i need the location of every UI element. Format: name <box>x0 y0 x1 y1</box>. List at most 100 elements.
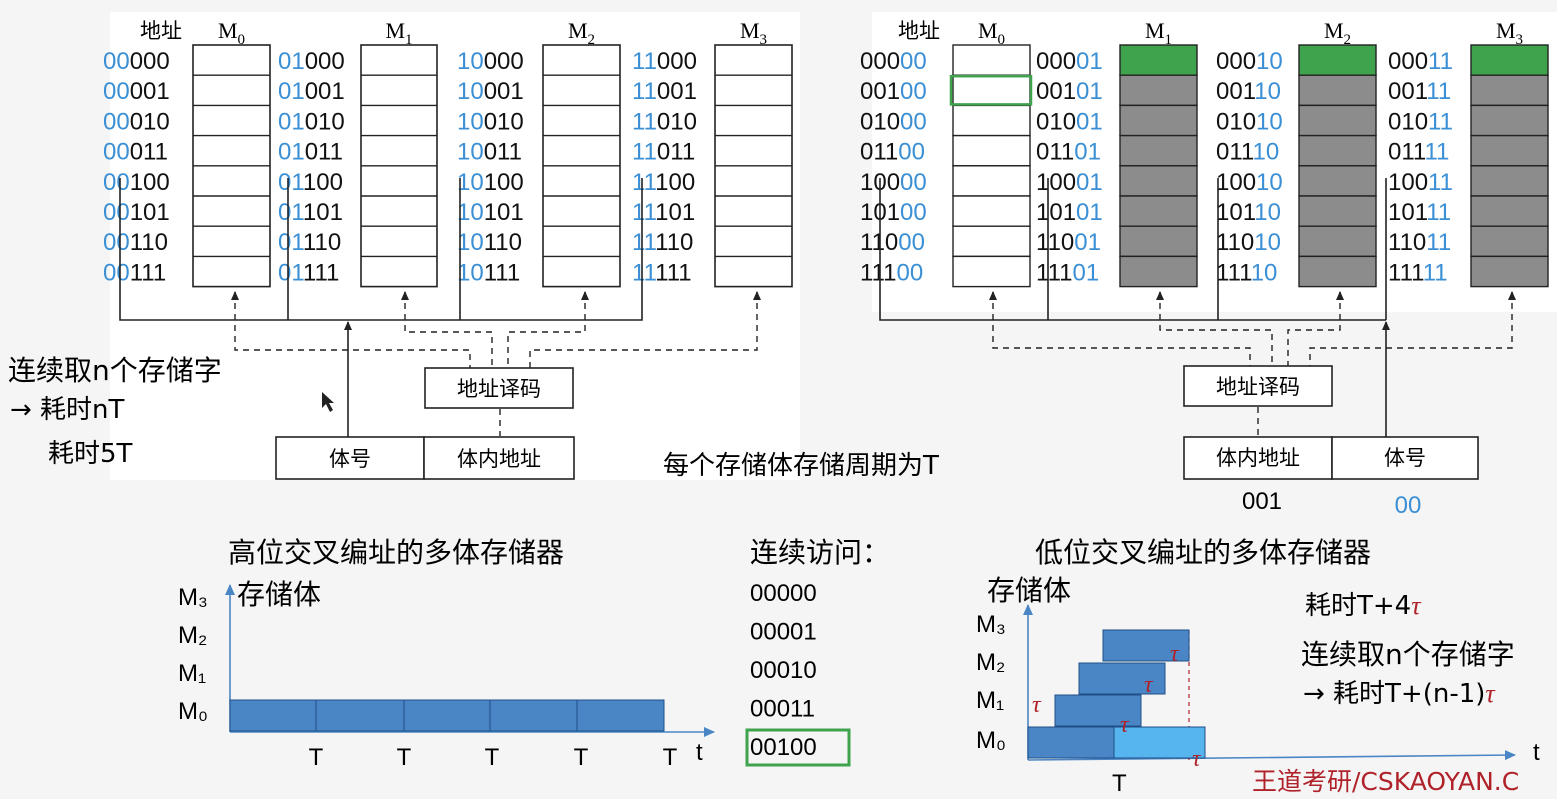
left-timeline-tick: T <box>574 744 589 771</box>
address-suffix: 110 <box>130 229 168 256</box>
address-prefix: 01 <box>278 108 305 135</box>
right-module-label-letter: M <box>1496 18 1516 43</box>
address-prefix: 01 <box>278 199 304 226</box>
tau-symbol: τ <box>1192 746 1202 772</box>
address-suffix: 101 <box>130 199 170 226</box>
right-memory-cell <box>1470 255 1549 288</box>
left-address-label: 11100 <box>632 169 695 196</box>
right-bank-value: 00 <box>1395 492 1422 519</box>
tau-symbol: τ <box>1411 591 1422 620</box>
right-address-label: 00101 <box>1036 78 1103 105</box>
right-address-label: 01010 <box>1216 108 1283 135</box>
left-timeline-tick: T <box>397 744 412 771</box>
tau-symbol: τ <box>1032 692 1042 718</box>
address-suffix: 001 <box>130 78 170 105</box>
right-address-label: 10101 <box>1036 199 1103 226</box>
address-prefix: 010 <box>1388 108 1428 135</box>
addr-header: 地址 <box>140 19 182 43</box>
left-address-label: 11010 <box>632 108 697 135</box>
address-suffix: 010 <box>130 108 170 135</box>
cycle-note: 每个存储体存储周期为T <box>663 451 939 481</box>
address-suffix: 000 <box>130 48 170 75</box>
right-memory-cell <box>1470 74 1549 107</box>
right-access-bar <box>1102 629 1190 662</box>
address-prefix: 011 <box>1216 139 1254 166</box>
left-address-label: 00111 <box>103 259 166 286</box>
right-address-label: 00110 <box>1216 78 1281 105</box>
right-timeline-row-label: M₂ <box>976 649 1005 676</box>
right-address-label: 10010 <box>1216 169 1283 196</box>
right-address-label: 01111 <box>1388 139 1449 166</box>
address-prefix: 11 <box>632 199 657 226</box>
address-prefix: 01 <box>278 48 305 75</box>
address-prefix: 01 <box>278 78 305 105</box>
address-prefix: 101 <box>1036 199 1076 226</box>
right-memory-cell <box>1470 165 1549 197</box>
address-prefix: 01 <box>278 229 304 256</box>
right-address-label: 00001 <box>1036 48 1103 75</box>
address-suffix: 000 <box>657 48 697 75</box>
address-prefix: 110 <box>1036 229 1074 256</box>
right-memory-cell <box>952 74 1031 107</box>
address-prefix: 11 <box>632 78 657 105</box>
addr-header: 地址 <box>898 19 940 43</box>
current-access-highlight <box>745 728 851 767</box>
right-address-label: 10001 <box>1036 169 1103 196</box>
address-prefix: 001 <box>1036 78 1076 105</box>
address-prefix: 111 <box>1388 259 1424 286</box>
left-timeline-row-label: M₂ <box>178 622 207 649</box>
address-prefix: 011 <box>860 139 898 166</box>
cursor-icon <box>322 392 334 412</box>
right-module-label: M1 <box>1145 18 1172 48</box>
address-prefix: 011 <box>1036 139 1074 166</box>
address-prefix: 100 <box>1388 169 1428 196</box>
address-prefix: 01 <box>278 169 304 196</box>
right-timeline-t: t <box>1533 739 1540 766</box>
left-address-label: 10011 <box>457 139 522 166</box>
right-memory-cell <box>1470 134 1549 167</box>
address-prefix: 00 <box>103 48 130 75</box>
address-suffix: 01 <box>1076 199 1103 226</box>
right-access-bar <box>1078 662 1166 695</box>
right-memory-cell <box>1298 104 1377 137</box>
address-suffix: 11 <box>1424 139 1449 166</box>
address-prefix: 10 <box>457 169 484 196</box>
right-address-label: 11111 <box>1388 259 1448 286</box>
right-timeline-T: T <box>1112 770 1127 797</box>
left-address-label: 11111 <box>632 259 692 286</box>
left-address-label: 11000 <box>632 48 697 75</box>
address-suffix: 100 <box>655 169 695 196</box>
address-prefix: 00 <box>103 169 130 196</box>
time-nt-note: → 耗时nT <box>10 395 125 425</box>
right-memory-cell <box>1298 134 1377 167</box>
address-suffix: 01 <box>1076 169 1103 196</box>
low-time1-note: 耗时T+4 <box>1305 591 1411 621</box>
left-timeline-tick: T <box>663 744 678 771</box>
tau-symbol: τ <box>1170 641 1180 667</box>
right-module-label-subscript: 3 <box>1516 32 1524 48</box>
address-prefix: 11 <box>632 259 657 286</box>
watermark: 王道考研/CSKAOYAN.C <box>1252 767 1519 796</box>
address-prefix: 11 <box>632 108 657 135</box>
address-suffix: 001 <box>657 78 697 105</box>
address-prefix: 101 <box>1216 199 1256 226</box>
right-memory-cell <box>1298 165 1377 197</box>
address-prefix: 10 <box>457 48 484 75</box>
left-section-title: 高位交叉编址的多体存储器 <box>228 536 564 569</box>
left-address-label: 00000 <box>103 48 170 75</box>
left-module-label-letter: M <box>740 18 760 43</box>
right-decoder-box <box>1183 365 1333 407</box>
address-suffix: 111 <box>655 259 691 286</box>
left-timeline-t: t <box>696 739 703 766</box>
address-prefix: 010 <box>1036 108 1076 135</box>
left-bank-field <box>275 436 425 480</box>
right-address-label: 11010 <box>1216 229 1281 256</box>
address-prefix: 11 <box>632 229 657 256</box>
right-module-label-subscript: 0 <box>998 32 1006 48</box>
left-address-label: 10110 <box>457 229 522 256</box>
address-prefix: 10 <box>457 78 484 105</box>
right-module-label-letter: M <box>978 18 998 43</box>
address-suffix: 10 <box>1256 169 1283 196</box>
address-prefix: 11 <box>632 169 657 196</box>
